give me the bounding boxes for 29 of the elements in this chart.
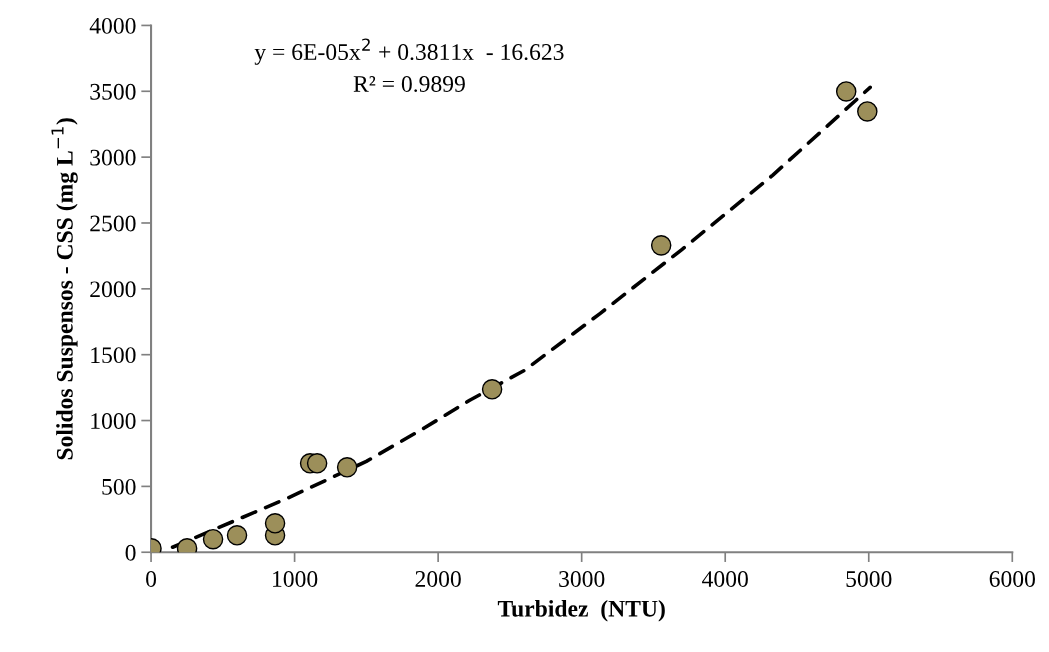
y-tick-label: 0 xyxy=(125,544,136,561)
x-tick-label: 0 xyxy=(146,570,157,587)
x-tick-label: 5000 xyxy=(846,570,892,587)
point xyxy=(306,453,328,474)
y-tick-label: 2500 xyxy=(90,215,136,232)
point xyxy=(264,513,286,534)
y-tick-label: 2000 xyxy=(90,281,136,298)
x-tick-label: 3000 xyxy=(559,570,605,587)
annotation: y = 6E-05x$^{2}$ + 0.3811x - 16.623 xyxy=(254,38,564,65)
point xyxy=(481,379,503,400)
y-axis-title: Solidos Suspensos - CSS (mg L$^{−1}$) xyxy=(51,118,78,460)
x-tick-label: 1000 xyxy=(273,570,318,587)
annotation: R² = 0.9899 xyxy=(353,75,465,93)
y-tick-label: 500 xyxy=(102,478,136,495)
y-tick-label: 1500 xyxy=(91,347,136,364)
point xyxy=(835,81,857,102)
x-axis-title: Turbidez (NTU) xyxy=(497,600,665,622)
y-tick-label: 3000 xyxy=(90,149,136,166)
y-tick-label: 3500 xyxy=(90,83,136,100)
point xyxy=(857,101,878,122)
y-tick-label: 4000 xyxy=(89,17,136,34)
x-tick-label: 4000 xyxy=(702,570,748,587)
point xyxy=(226,524,248,546)
y-tick-label: 1000 xyxy=(91,413,136,429)
point xyxy=(202,528,224,550)
x-tick-label: 6000 xyxy=(989,570,1035,587)
point xyxy=(336,457,358,478)
x-tick-label: 2000 xyxy=(415,570,461,587)
point xyxy=(650,235,672,256)
